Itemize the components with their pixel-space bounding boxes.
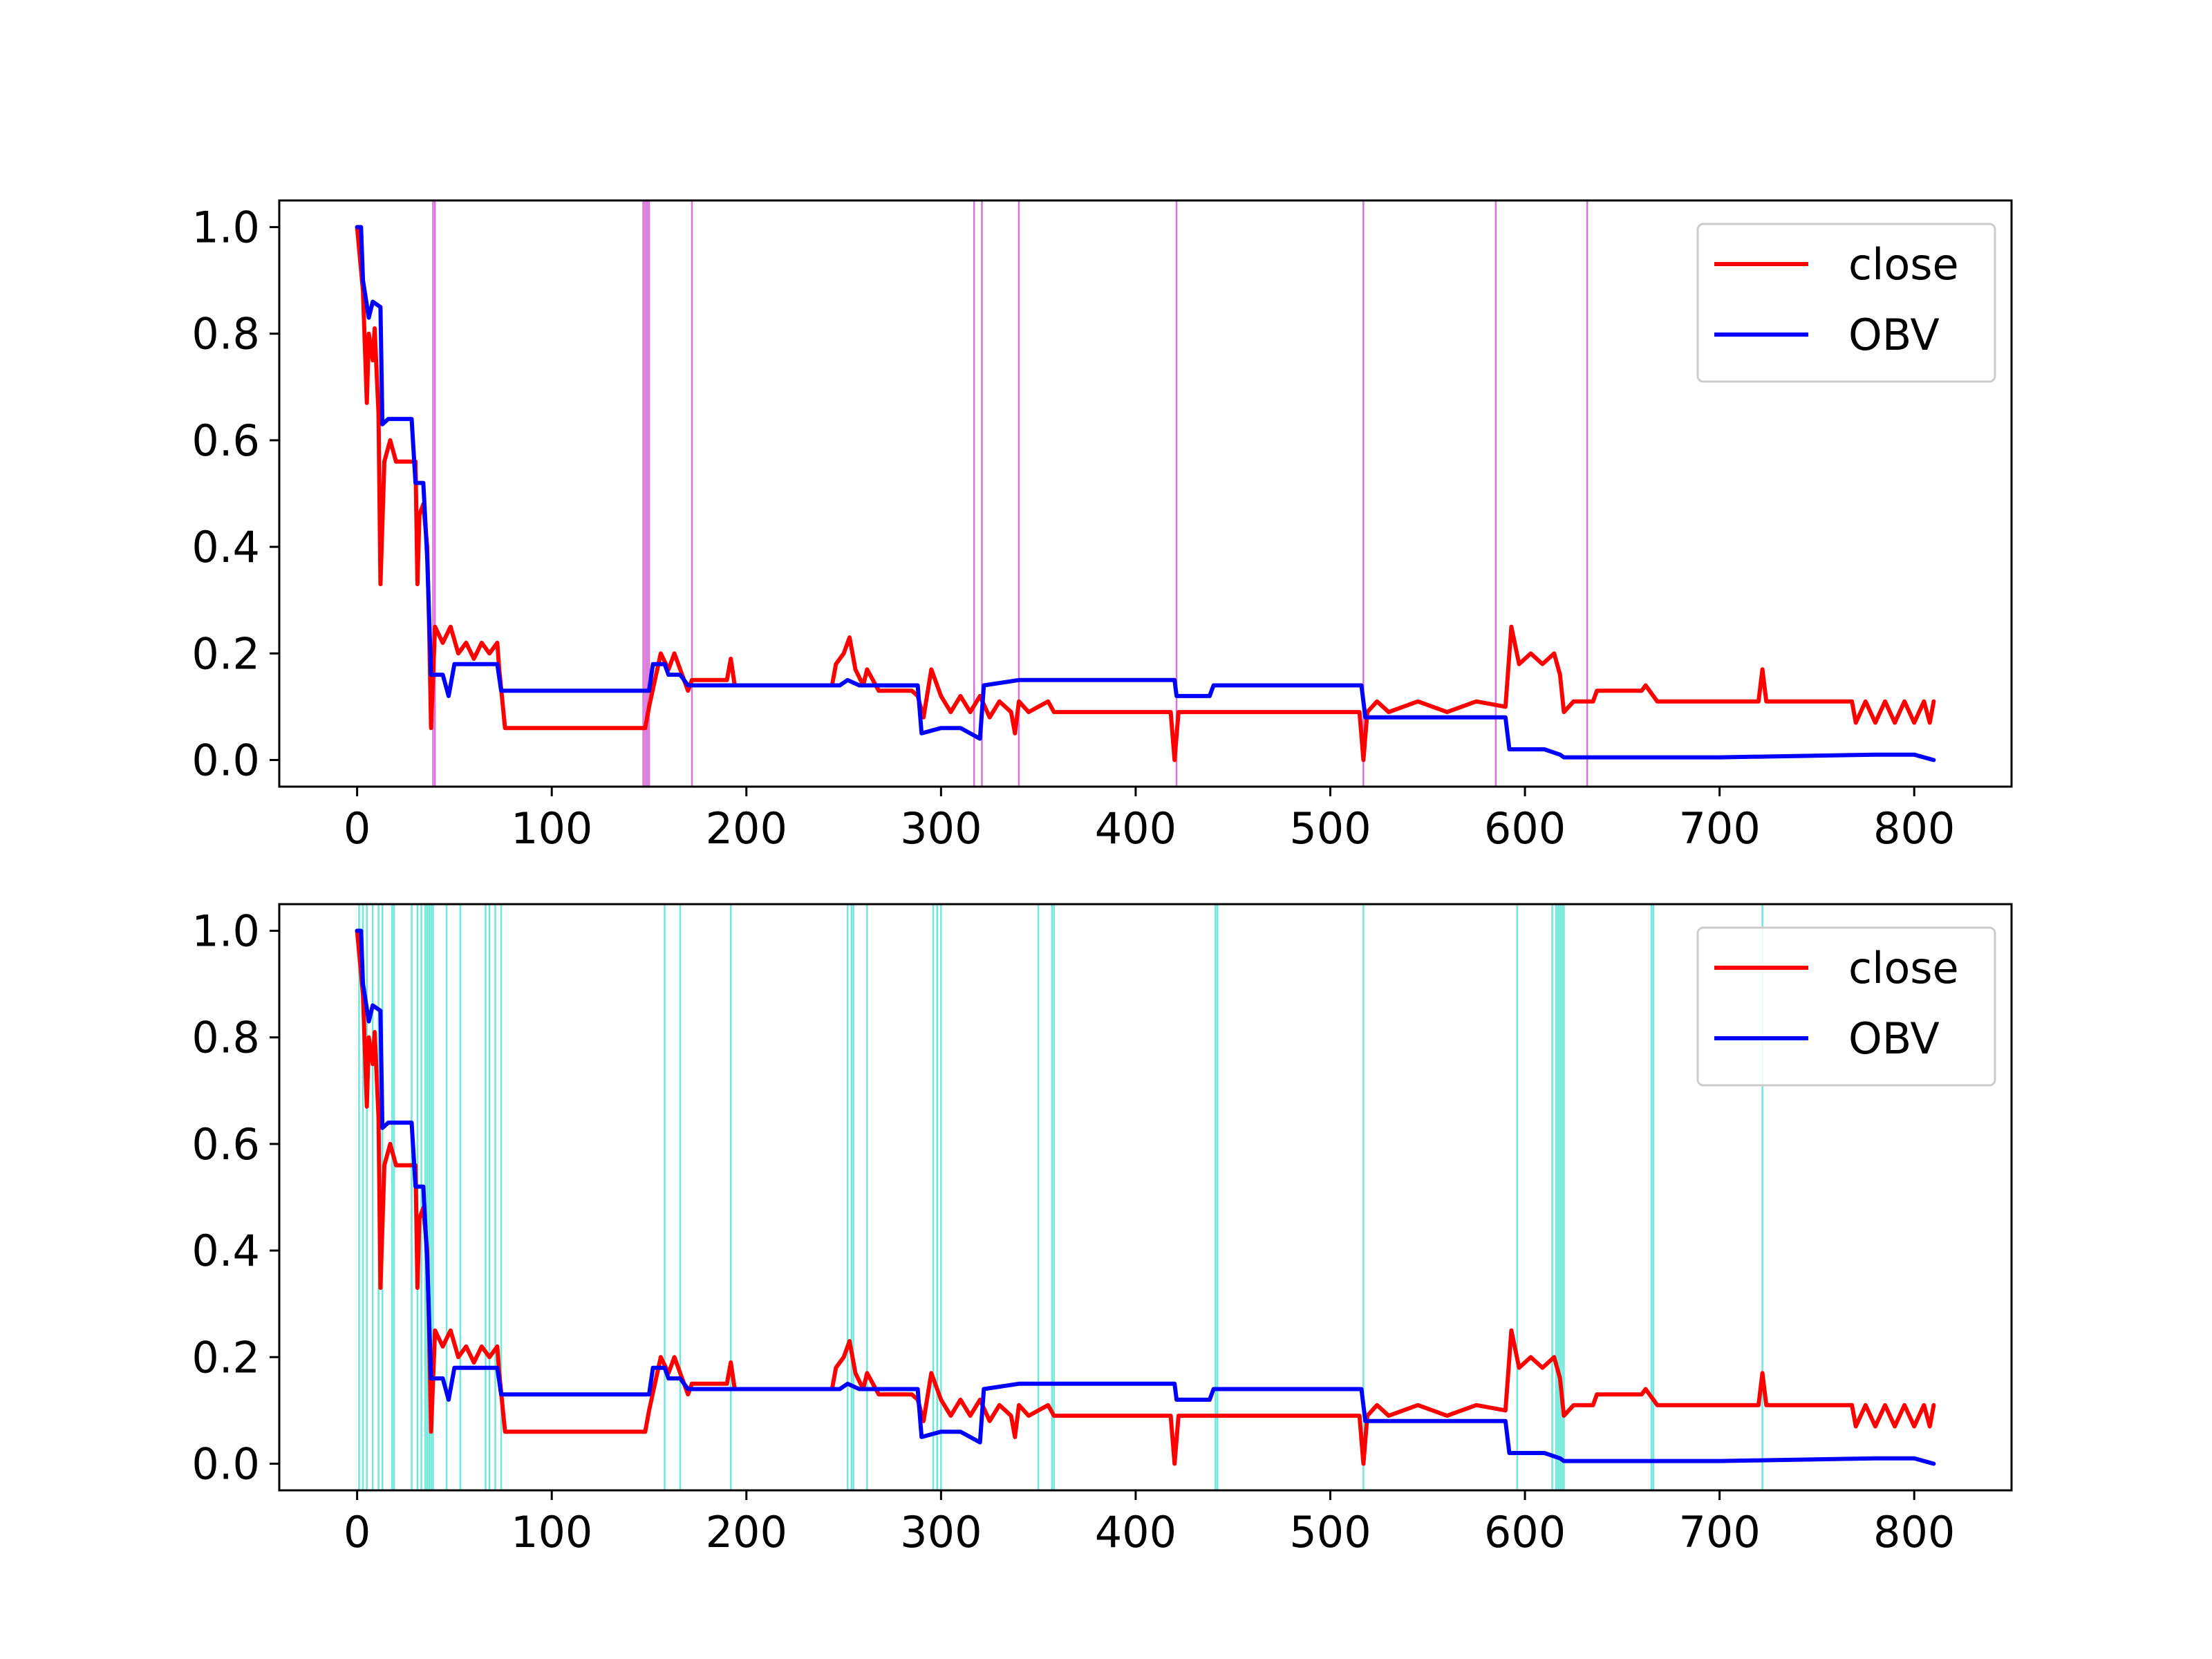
top-series-close xyxy=(355,225,1936,762)
top-y-tick-label: 0.6 xyxy=(191,415,260,466)
bottom-legend-label-obv: OBV xyxy=(1848,1013,1940,1064)
top-x-tick-label: 0 xyxy=(344,803,371,854)
bottom-y-tick-label: 0.4 xyxy=(191,1226,260,1276)
top-x-tick-label: 200 xyxy=(706,803,787,854)
top-x-tick-label: 300 xyxy=(900,803,982,854)
bottom-x-tick-label: 200 xyxy=(706,1507,787,1557)
top-plot-area xyxy=(355,200,1936,787)
top-y-tick-label: 0.2 xyxy=(191,628,260,679)
bottom-series-close xyxy=(355,928,1936,1466)
bottom-series-obv xyxy=(355,928,1936,1466)
top-axes-frame xyxy=(278,199,2013,788)
bottom-subplot: 0 100 200 300 400 500 600 700 800 0.0 0.2 0.4 0.6 0.8… xyxy=(191,903,2013,1557)
top-x-tick-label: 800 xyxy=(1873,803,1955,854)
top-legend-label-close: close xyxy=(1848,239,1959,290)
bottom-x-tick-label: 100 xyxy=(511,1507,592,1557)
bottom-x-tick-label: 600 xyxy=(1484,1507,1566,1557)
top-subplot: 0 100 200 300 400 500 600 700 800 0.0 0.2 0.4 0.6 0.8… xyxy=(191,199,2013,854)
bottom-axes-frame xyxy=(278,903,2013,1492)
bottom-y-tick-label: 0.8 xyxy=(191,1013,260,1063)
bottom-legend: close OBV xyxy=(1696,926,1996,1087)
bottom-x-tick-label: 500 xyxy=(1289,1507,1371,1557)
bottom-legend-label-close: close xyxy=(1848,943,1959,993)
bottom-x-tick-label: 800 xyxy=(1873,1507,1955,1557)
bottom-y-tick-label: 0.2 xyxy=(191,1332,260,1382)
top-x-tick-label: 400 xyxy=(1095,803,1177,854)
top-y-tick-label: 1.0 xyxy=(191,203,260,253)
bottom-x-tick-label: 700 xyxy=(1678,1507,1760,1557)
bottom-x-tick-label: 0 xyxy=(344,1507,371,1557)
top-y-tick-label: 0.4 xyxy=(191,522,260,572)
top-x-tick-label: 100 xyxy=(511,803,592,854)
top-x-tick-label: 700 xyxy=(1678,803,1760,854)
top-y-tick-label: 0.8 xyxy=(191,309,260,359)
bottom-y-tick-label: 1.0 xyxy=(191,906,260,957)
top-series-obv xyxy=(355,225,1936,762)
top-legend-label-obv: OBV xyxy=(1848,310,1940,360)
bottom-y-tick-label: 0.0 xyxy=(191,1438,260,1489)
top-x-tick-label: 500 xyxy=(1289,803,1371,854)
top-y-tick-label: 0.0 xyxy=(191,735,260,785)
bottom-x-tick-label: 400 xyxy=(1095,1507,1177,1557)
top-legend: close OBV xyxy=(1696,223,1996,383)
top-x-tick-label: 600 xyxy=(1484,803,1566,854)
bottom-x-tick-label: 300 xyxy=(900,1507,982,1557)
bottom-y-tick-label: 0.6 xyxy=(191,1119,260,1170)
